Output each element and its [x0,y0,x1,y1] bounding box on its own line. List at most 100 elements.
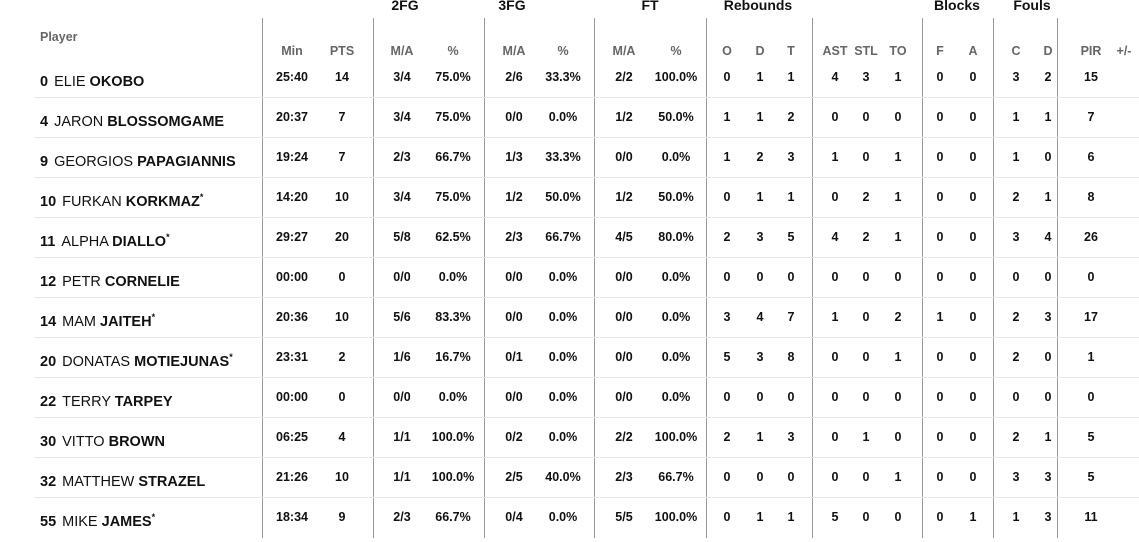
table-row[interactable]: 11 ALPHA DIALLO* 29:27 20 5/8 62.5% 2/3 66.7% 4/… [0,217,1139,257]
stat-pft: 80.0% [658,230,694,244]
row-divider [35,297,1139,298]
stat-t: 3 [787,150,795,164]
column-divider [373,18,374,538]
player-first-name: FURKAN [62,193,122,210]
stat-maft: 4/5 [615,230,633,244]
header-min[interactable]: Min [281,44,303,58]
stat-ba: 0 [969,470,977,484]
player-name[interactable]: 0 ELIE OKOBO [40,57,144,102]
table-row[interactable]: 10 FURKAN KORKMAZ* 14:20 10 3/4 75.0% 1/2 50.0%… [0,177,1139,217]
stat-min: 19:24 [276,150,308,164]
stat-maft: 2/3 [615,470,633,484]
header-plus-minus[interactable]: +/- [1116,44,1132,58]
column-divider [706,18,707,538]
header-d[interactable]: D [755,44,765,58]
header-pft[interactable]: % [670,44,682,58]
header-pts[interactable]: PTS [329,44,355,58]
player-name[interactable]: 55 MIKE JAMES* [40,497,155,542]
stat-stl: 0 [862,350,870,364]
player-name[interactable]: 20 DONATAS MOTIEJUNAS* [40,337,233,382]
player-name[interactable]: 4 JARON BLOSSOMGAME [40,97,224,142]
stat-min: 00:00 [276,390,308,404]
stat-bf: 0 [936,70,944,84]
stat-min: 21:26 [276,470,308,484]
stat-bf: 0 [936,430,944,444]
header-o[interactable]: O [722,44,732,58]
stat-t: 0 [787,390,795,404]
player-last-name: CORNELIE [104,273,180,290]
header-fc[interactable]: C [1011,44,1021,58]
header-fd[interactable]: D [1043,44,1053,58]
table-row[interactable]: 0 ELIE OKOBO 25:40 14 3/4 75.0% 2/6 33.3% 2/2 100… [0,57,1139,97]
player-number: 10 [40,193,57,210]
stat-fc: 0 [1012,390,1020,404]
stat-fd: 3 [1044,510,1052,524]
player-name[interactable]: 9 GEORGIOS PAPAGIANNIS [40,137,236,182]
stat-pts: 10 [335,310,349,324]
player-last-name: OKOBO [89,73,145,90]
player-number: 32 [40,473,57,490]
stat-t: 2 [787,110,795,124]
table-row[interactable]: 22 TERRY TARPEY 00:00 0 0/0 0.0% 0/0 0.0% 0/0 0.0… [0,377,1139,417]
header-pir[interactable]: PIR [1080,44,1102,58]
stat-ba: 0 [969,390,977,404]
stat-pts: 0 [338,270,346,284]
row-divider [35,257,1139,258]
player-number: 4 [40,113,49,130]
stat-pts: 7 [338,150,346,164]
stat-ba: 0 [969,150,977,164]
stat-ma2: 0/0 [393,390,411,404]
header-ba[interactable]: A [968,44,978,58]
stat-p2: 75.0% [435,110,471,124]
stat-to: 1 [894,350,902,364]
header-maft[interactable]: M/A [612,44,636,58]
stat-ma2: 5/6 [393,310,411,324]
stat-d: 1 [756,510,764,524]
stat-p3: 0.0% [548,110,578,124]
stat-d: 0 [756,390,764,404]
table-row[interactable]: 9 GEORGIOS PAPAGIANNIS 19:24 7 2/3 66.7% 1/3 33… [0,137,1139,177]
table-row[interactable]: 55 MIKE JAMES* 18:34 9 2/3 66.7% 0/4 0.0% 5/5 100… [0,497,1139,537]
stat-bf: 0 [936,150,944,164]
table-row[interactable]: 20 DONATAS MOTIEJUNAS* 23:31 2 1/6 16.7% 0/1 0.… [0,337,1139,377]
stat-pts: 10 [335,470,349,484]
stat-bf: 1 [936,310,944,324]
player-name[interactable]: 22 TERRY TARPEY [40,377,173,422]
header-bf[interactable]: F [936,44,944,58]
header-to[interactable]: TO [889,44,907,58]
player-name[interactable]: 10 FURKAN KORKMAZ* [40,177,203,222]
player-name[interactable]: 30 VITTO BROWN [40,417,165,462]
table-row[interactable]: 12 PETR CORNELIE 00:00 0 0/0 0.0% 0/0 0.0% 0/0 0.… [0,257,1139,297]
table-row[interactable]: 14 MAM JAITEH* 20:36 10 5/6 83.3% 0/0 0.0% 0/0 0.… [0,297,1139,337]
header-t[interactable]: T [787,44,795,58]
player-name[interactable]: 11 ALPHA DIALLO* [40,217,170,262]
player-name[interactable]: 14 MAM JAITEH* [40,297,155,342]
player-name[interactable]: 32 MATTHEW STRAZEL [40,457,205,502]
stat-stl: 2 [862,190,870,204]
stat-maft: 0/0 [615,310,633,324]
header-ma3[interactable]: M/A [502,44,526,58]
column-divider [993,18,994,538]
header-ast[interactable]: AST [822,44,848,58]
table-row[interactable]: 32 MATTHEW STRAZEL 21:26 10 1/1 100.0% 2/5 40.0… [0,457,1139,497]
header-ma2[interactable]: M/A [390,44,414,58]
stat-stl: 0 [862,390,870,404]
header-p2[interactable]: % [447,44,459,58]
player-name[interactable]: 12 PETR CORNELIE [40,257,180,302]
table-row[interactable]: 30 VITTO BROWN 06:25 4 1/1 100.0% 0/2 0.0% 2/2 10… [0,417,1139,457]
header-p3[interactable]: % [557,44,569,58]
stat-ba: 0 [969,350,977,364]
stat-ast: 0 [831,390,839,404]
player-first-name: GEORGIOS [54,153,134,170]
table-row[interactable]: 4 JARON BLOSSOMGAME 20:37 7 3/4 75.0% 0/0 0.0% 1… [0,97,1139,137]
player-first-name: VITTO [62,433,105,450]
header-player[interactable]: Player [40,30,78,44]
starter-marker: * [199,192,204,202]
stat-ma2: 1/1 [393,470,411,484]
column-divider [812,18,813,538]
player-last-name: STRAZEL [138,473,206,490]
header-stl[interactable]: STL [854,44,878,58]
stat-fc: 0 [1012,270,1020,284]
player-number: 20 [40,353,57,370]
stat-pft: 100.0% [654,430,698,444]
